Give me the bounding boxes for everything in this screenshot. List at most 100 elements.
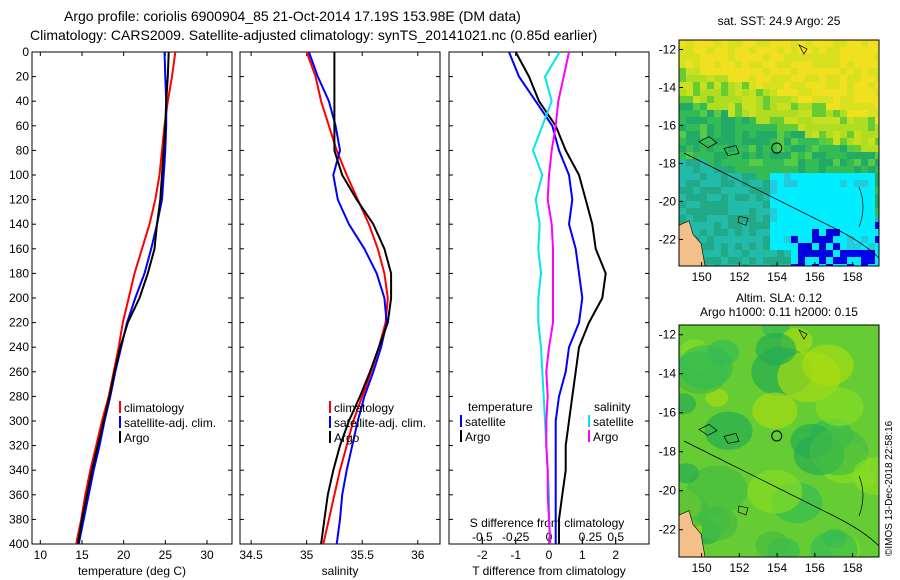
sst-cell (728, 40, 735, 47)
sst-cell (798, 75, 805, 82)
sst-cell (812, 187, 819, 194)
sst-cell (861, 229, 868, 236)
sst-cell (721, 264, 728, 266)
sst-cell (742, 110, 749, 117)
sst-cell (700, 187, 707, 194)
sst-cell (847, 103, 854, 110)
sst-cell (812, 236, 819, 243)
sst-cell (861, 117, 868, 124)
sst-cell (735, 68, 742, 75)
sst-cell (714, 47, 721, 54)
y-tick-label: 180 (9, 266, 29, 280)
sst-cell (763, 187, 770, 194)
sst-cell (700, 173, 707, 180)
reef-outlines (698, 423, 749, 516)
sst-cell (679, 68, 686, 75)
sst-cell (700, 138, 707, 145)
sst-cell (791, 96, 798, 103)
sst-cell (861, 173, 868, 180)
sst-cell (784, 159, 791, 166)
sst-cell (805, 222, 812, 229)
x-tick-label: 0 (546, 548, 553, 562)
sst-cell (861, 201, 868, 208)
sst-cell (833, 180, 840, 187)
sst-cell (861, 180, 868, 187)
sst-cell (805, 201, 812, 208)
sst-cell (826, 208, 833, 215)
sst-cell (847, 194, 854, 201)
sst-cell (833, 61, 840, 68)
sst-cell (798, 229, 805, 236)
sst-cell (805, 117, 812, 124)
sst-cell (868, 243, 875, 250)
sst-cell (721, 173, 728, 180)
sst-cell (868, 166, 875, 173)
sst-cell (840, 75, 847, 82)
sst-cell (686, 173, 693, 180)
sst-cell (756, 54, 763, 61)
map-x-tick-label: 152 (729, 561, 749, 575)
sst-cell (833, 152, 840, 159)
sst-cell (693, 194, 700, 201)
sst-cell (784, 61, 791, 68)
sst-cell (742, 215, 749, 222)
sst-cell (679, 40, 686, 47)
x-tick-label: 36 (411, 548, 425, 562)
sst-cell (756, 215, 763, 222)
sst-cell (861, 96, 868, 103)
sst-cell (770, 222, 777, 229)
sst-cell (770, 264, 777, 266)
sst-cell (854, 103, 861, 110)
sst-cell (763, 89, 770, 96)
sst-cell (693, 215, 700, 222)
sst-cell (777, 54, 784, 61)
sst-cell (805, 257, 812, 264)
sst-cell (735, 117, 742, 124)
sst-cell (777, 229, 784, 236)
sst-cell (791, 117, 798, 124)
x-tick-label: 1 (579, 548, 586, 562)
sst-cell (679, 75, 686, 82)
sst-cell (826, 40, 833, 47)
sst-cell (686, 194, 693, 201)
x-tick-label: 10 (34, 548, 48, 562)
sla-blob (747, 469, 803, 514)
sst-cell (770, 243, 777, 250)
sst-cell (819, 131, 826, 138)
sst-cell (742, 208, 749, 215)
sst-cell (854, 54, 861, 61)
sst-cell (805, 96, 812, 103)
sst-cell (833, 68, 840, 75)
x-tick-label: -1 (510, 548, 521, 562)
sst-cell (686, 89, 693, 96)
sst-cell (798, 173, 805, 180)
sst-cell (742, 229, 749, 236)
sst-cell (875, 201, 879, 208)
sst-cell (714, 131, 721, 138)
sst-cell (756, 250, 763, 257)
sst-cell (742, 131, 749, 138)
sst-cell (847, 75, 854, 82)
sst-cell (784, 96, 791, 103)
sst-cell (707, 75, 714, 82)
sst-cell (784, 54, 791, 61)
series-salinity-argo (545, 51, 570, 545)
sst-cell (805, 103, 812, 110)
top-x-tick-label: -0.5 (472, 530, 493, 544)
sst-cell (805, 40, 812, 47)
sst-cell (798, 96, 805, 103)
sst-cell (805, 243, 812, 250)
sst-cell (812, 194, 819, 201)
sst-cell (868, 75, 875, 82)
sst-cell (784, 173, 791, 180)
sst-cell (868, 194, 875, 201)
sst-cell (875, 131, 879, 138)
sst-cell (875, 110, 879, 117)
sst-cell (833, 145, 840, 152)
sst-cell (777, 145, 784, 152)
sst-cell (693, 208, 700, 215)
sst-cell (756, 264, 763, 266)
sst-cell (812, 96, 819, 103)
sst-cell (791, 110, 798, 117)
x-tick-label: 15 (75, 548, 89, 562)
